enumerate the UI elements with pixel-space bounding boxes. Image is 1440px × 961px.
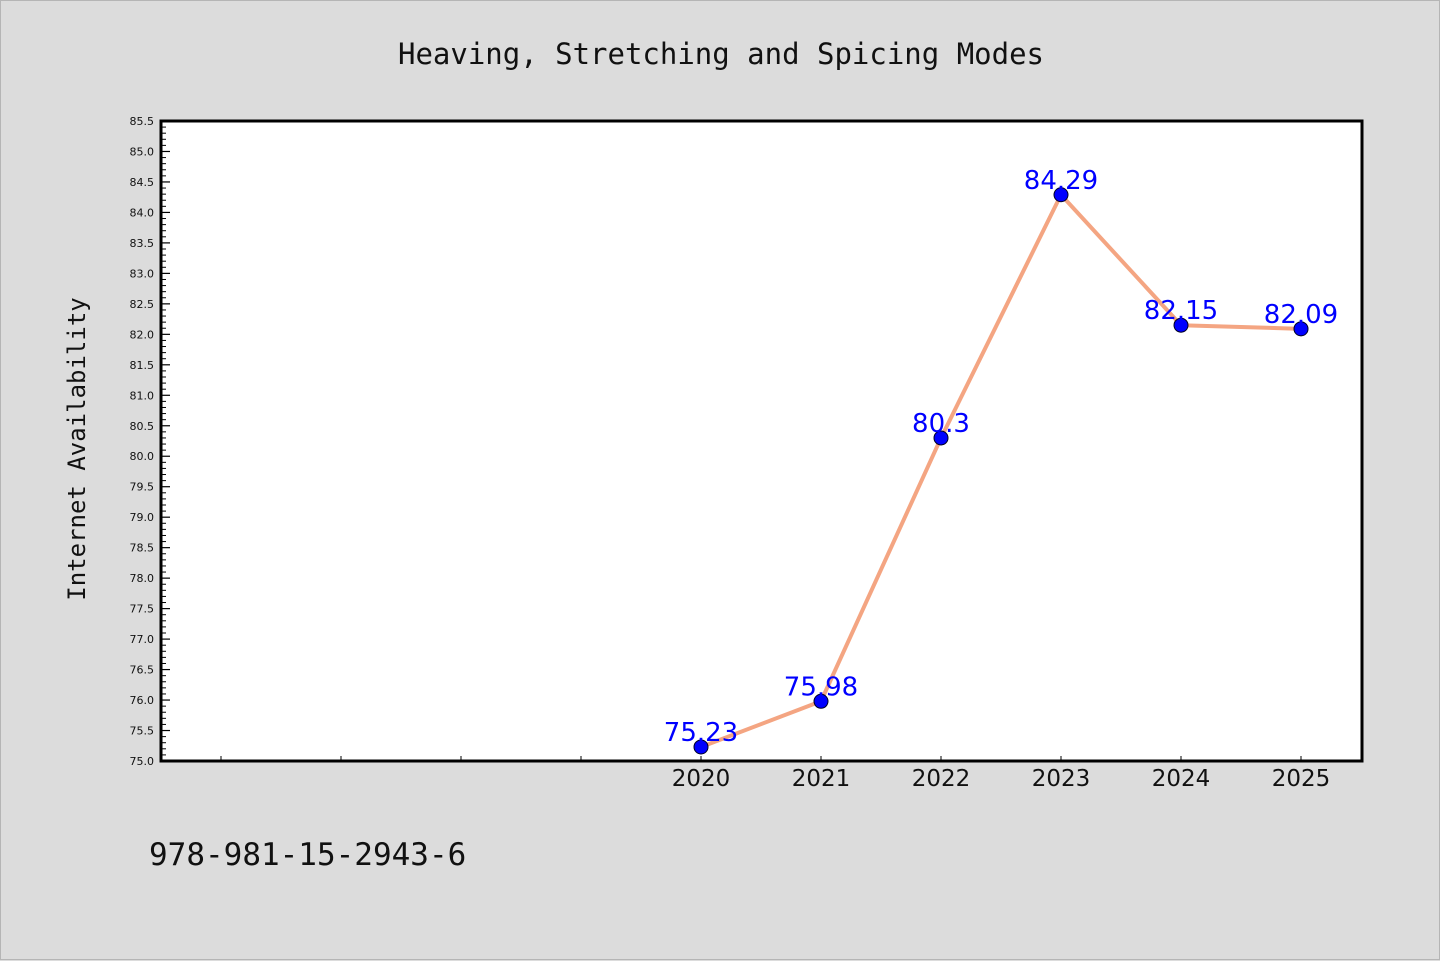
series-line [700,192,1302,749]
x-tick-label: 2022 [912,766,971,792]
y-tick-label: 82.5 [130,298,155,311]
data-labels: 75.23 75.98 80.3 84.29 82.15 82.09 [664,166,1338,748]
footer-isbn-text: 978-981-15-2943-6 [149,837,466,873]
data-point [1293,321,1309,337]
y-tick-label: 79.0 [130,511,155,524]
y-tick-label: 79.5 [130,481,155,494]
y-tick-label: 76.5 [130,664,155,677]
x-axis-ticks: 2020 2021 2022 2023 2024 2025 [220,756,1331,792]
y-tick-label: 75.0 [130,755,155,768]
data-label: 84.29 [1024,166,1098,196]
y-tick-label: 83.5 [130,237,155,250]
y-tick-label: 81.5 [130,359,155,372]
y-tick-label: 78.5 [130,542,155,555]
data-label: 75.98 [784,672,858,702]
y-tick-label: 84.0 [130,206,155,219]
data-label: 82.15 [1144,296,1218,326]
chart-title: Heaving, Stretching and Spicing Modes [398,37,1044,71]
y-tick-label: 75.5 [130,725,155,738]
series-line-group [700,192,1302,749]
x-tick-label: 2020 [672,766,731,792]
y-tick-label: 81.0 [130,389,155,402]
y-tick-label: 82.0 [130,328,155,341]
plot-frame [159,119,1364,763]
x-tick-label: 2024 [1152,766,1211,792]
data-point [813,693,829,709]
data-label: 75.23 [664,718,738,748]
x-tick-label: 2025 [1272,766,1331,792]
y-tick-label: 76.0 [130,694,155,707]
y-tick-label: 80.0 [130,450,155,463]
y-tick-label: 78.0 [130,572,155,585]
x-tick-label: 2021 [792,766,851,792]
plot-area [161,121,1362,761]
data-point [1053,187,1069,203]
data-label: 80.3 [912,409,970,439]
x-tick-label: 2023 [1032,766,1091,792]
data-point [693,739,709,755]
y-tick-label: 80.5 [130,420,155,433]
series-markers [693,187,1309,755]
data-label: 82.09 [1264,300,1338,330]
y-tick-label: 77.0 [130,633,155,646]
y-tick-label: 77.5 [130,603,155,616]
y-tick-label: 85.5 [130,115,155,128]
y-axis-label: Internet Availability [63,297,91,600]
y-tick-label: 83.0 [130,267,155,280]
data-point [933,430,949,446]
y-tick-label: 85.0 [130,145,155,158]
y-tick-label: 84.5 [130,176,155,189]
data-point [1173,317,1189,333]
